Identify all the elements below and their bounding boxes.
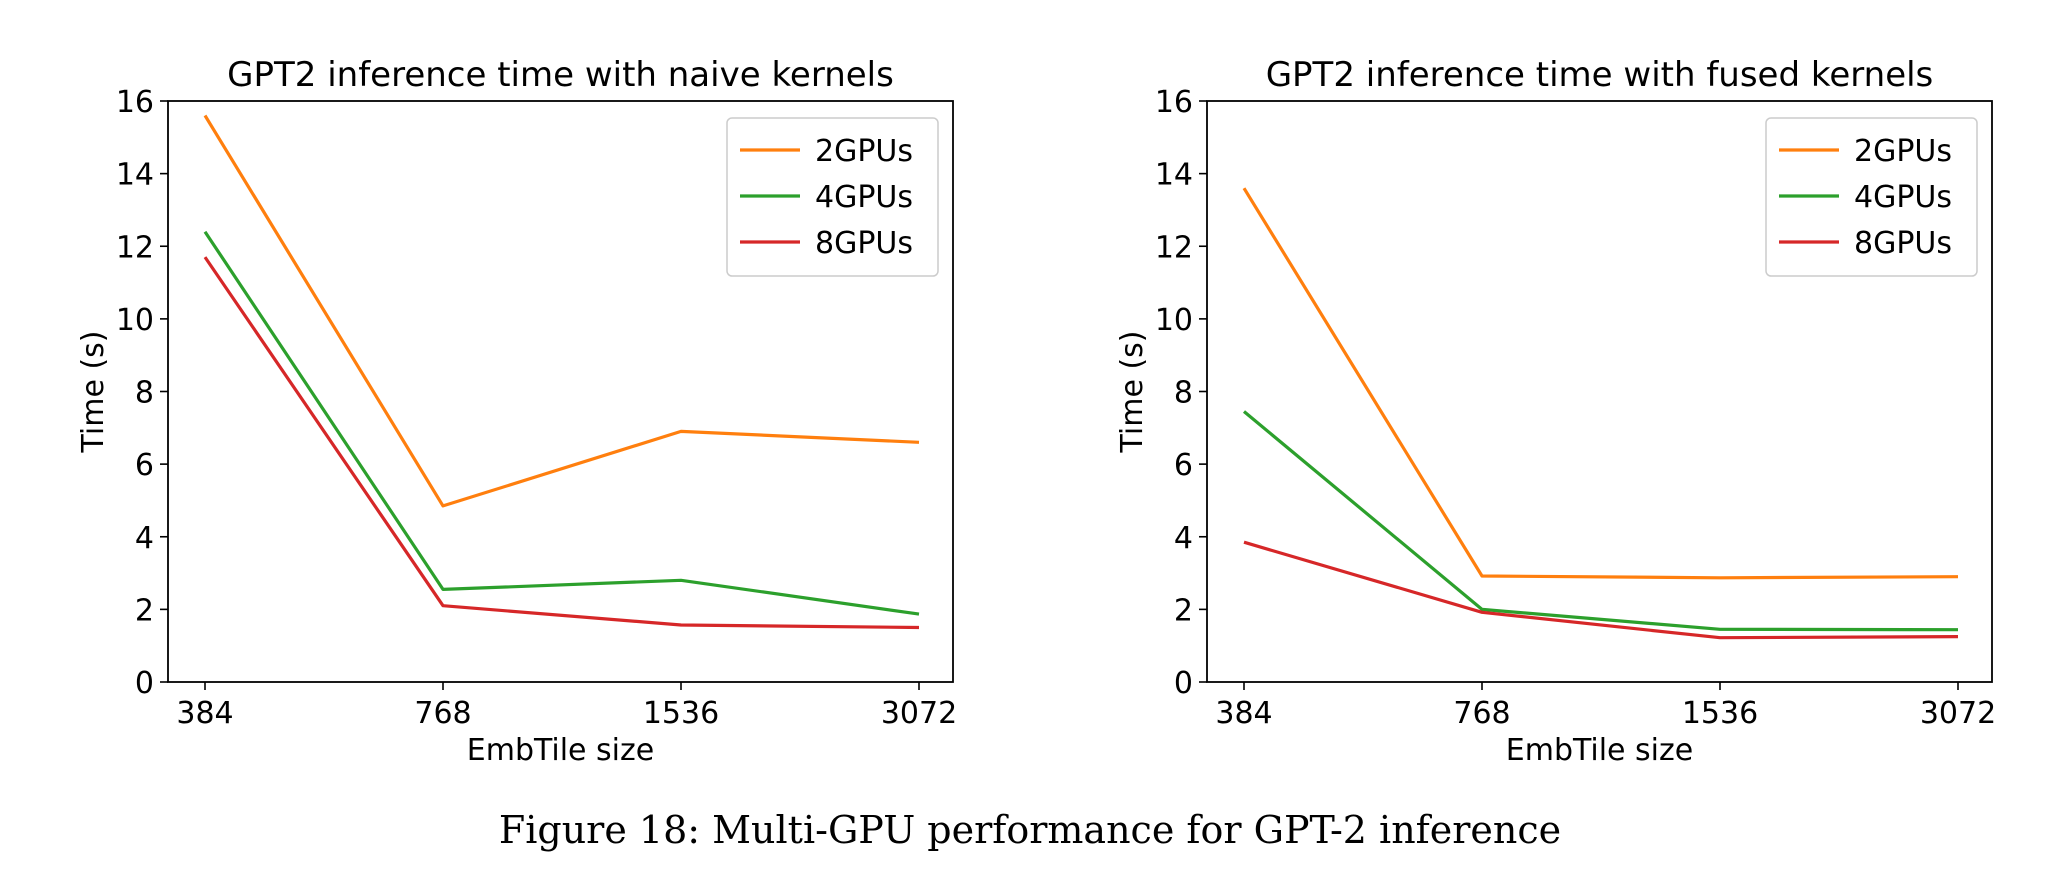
series-line-2gpus: [203, 114, 920, 508]
y-tick-label: 6: [1174, 448, 1193, 483]
x-tick-label: 1536: [1682, 696, 1758, 731]
y-tick-label: 4: [135, 521, 154, 556]
y-tick-label: 14: [116, 158, 154, 193]
chart-title: GPT2 inference time with fused kernels: [1266, 55, 1934, 95]
legend-label: 2GPUs: [1854, 134, 1952, 169]
y-axis-label: Time (s): [76, 331, 111, 454]
y-tick-label: 2: [135, 593, 154, 628]
y-tick-label: 10: [116, 303, 154, 338]
x-tick-label: 384: [176, 696, 233, 731]
y-tick-label: 16: [1155, 85, 1193, 120]
y-tick-label: 8: [135, 376, 154, 411]
y-tick-label: 2: [1174, 593, 1193, 628]
series-line-4gpus: [203, 230, 920, 616]
chart-panel-1: GPT2 inference time with naive kernels 0 2…: [76, 55, 957, 768]
y-axis-label: Time (s): [1115, 331, 1150, 454]
y-tick-label: 6: [135, 448, 154, 483]
legend-label: 4GPUs: [815, 180, 913, 215]
y-tick-label: 12: [116, 230, 154, 265]
legend-label: 2GPUs: [815, 134, 913, 169]
chart-title: GPT2 inference time with naive kernels: [227, 55, 894, 95]
x-tick-label: 768: [1453, 696, 1510, 731]
x-axis-label: EmbTile size: [1506, 733, 1693, 768]
legend: 2GPUs 4GPUs 8GPUs: [726, 117, 939, 277]
y-tick-label: 0: [135, 666, 154, 701]
figure: GPT2 inference time with naive kernels 0 2…: [76, 55, 1996, 768]
series-line-8gpus: [1243, 540, 1959, 640]
y-tick-label: 12: [1155, 230, 1193, 265]
series-line-2gpus: [1242, 187, 1959, 580]
y-tick-label: 16: [116, 85, 154, 120]
legend-label: 8GPUs: [815, 226, 913, 261]
legend-box: [1765, 117, 1978, 277]
y-tick-label: 10: [1155, 303, 1193, 338]
chart-panel-2: GPT2 inference time with fused kernels 0 2…: [1115, 55, 1996, 768]
legend-label: 4GPUs: [1854, 180, 1952, 215]
legend: 2GPUs 4GPUs 8GPUs: [1765, 117, 1978, 277]
series-line-4gpus: [1242, 410, 1959, 632]
x-tick-label: 768: [414, 696, 471, 731]
x-axis-label: EmbTile size: [467, 733, 654, 768]
series-line-8gpus: [203, 256, 920, 630]
x-tick-label: 1536: [643, 696, 719, 731]
x-tick-label: 3072: [1920, 696, 1996, 731]
plot-frame: [167, 100, 954, 683]
y-tick-label: 8: [1174, 376, 1193, 411]
x-tick-label: 3072: [881, 696, 957, 731]
x-tick-label: 384: [1215, 696, 1272, 731]
y-tick-label: 4: [1174, 521, 1193, 556]
y-tick-label: 0: [1174, 666, 1193, 701]
legend-box: [726, 117, 939, 277]
plot-frame: [1206, 100, 1993, 683]
figure-caption: Figure 18: Multi-GPU performance for GPT…: [498, 808, 1562, 852]
y-tick-label: 14: [1155, 158, 1193, 193]
legend-label: 8GPUs: [1854, 226, 1952, 261]
